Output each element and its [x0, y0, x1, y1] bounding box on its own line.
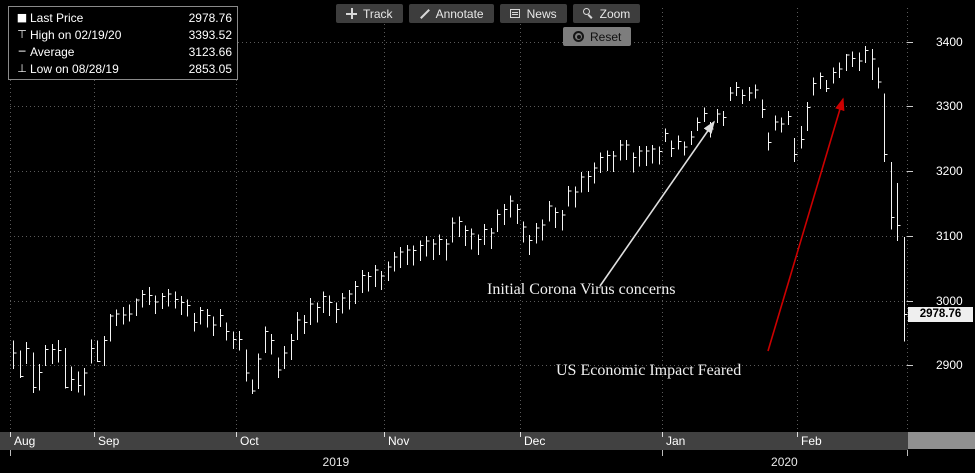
toolbar-button-label: Annotate: [435, 6, 484, 21]
toolbar-button-label: Track: [363, 6, 393, 21]
month-tick: [662, 432, 663, 437]
legend-value: 3123.66: [188, 44, 232, 59]
reset-icon: [573, 31, 584, 42]
annotate-icon: [419, 8, 430, 19]
legend-row: ─ Average 3123.66: [14, 43, 232, 60]
month-tick: [236, 432, 237, 437]
low-marker: ⊥: [17, 62, 27, 75]
annotation-arrows: [599, 97, 845, 352]
y-axis-label: 3000: [936, 293, 963, 308]
month-tick: [797, 432, 798, 437]
grid: [10, 8, 908, 430]
toolbar-zoom-button[interactable]: Zoom: [572, 4, 641, 23]
legend-row: ⊤ High on 02/19/20 3393.52: [14, 26, 232, 43]
year-label: 2019: [322, 455, 350, 469]
year-tick: [662, 450, 663, 456]
y-axis-label: 3400: [936, 34, 963, 49]
toolbar-track-button[interactable]: Track: [336, 4, 403, 23]
reset-button[interactable]: Reset: [563, 27, 632, 46]
month-label: Feb: [801, 434, 822, 448]
x-axis-month-strip: Aug Sep Oct Nov Dec Jan Feb: [0, 432, 908, 450]
legend-value: 2853.05: [188, 61, 232, 76]
high-marker: ⊤: [17, 28, 27, 41]
last-price-marker: ■: [16, 11, 28, 24]
average-marker: ─: [18, 45, 26, 58]
y-axis-label: 2900: [936, 358, 963, 373]
last-price-badge: 2978.76: [908, 306, 973, 322]
zoom-icon: [582, 8, 594, 19]
month-tick: [520, 432, 521, 437]
axis-corner-block: [908, 432, 975, 449]
legend-label: Last Price: [30, 10, 84, 25]
x-axis-year-strip: 2019 2020: [0, 450, 908, 473]
y-axis-label: 3300: [936, 99, 963, 114]
toolbar-annotate-button[interactable]: Annotate: [408, 4, 494, 23]
month-label: Aug: [14, 434, 36, 448]
y-axis-label: 3200: [936, 164, 963, 179]
year-tick: [10, 450, 11, 456]
price-bars: [13, 45, 908, 396]
legend-label: High on 02/19/20: [30, 27, 122, 42]
news-icon: [509, 8, 521, 19]
month-tick: [384, 432, 385, 437]
month-label: Sep: [98, 434, 120, 448]
legend-label: Low on 08/28/19: [30, 61, 119, 76]
legend-value: 2978.76: [188, 10, 232, 25]
legend-row: ■ Last Price 2978.76: [14, 9, 232, 26]
toolbar-button-label: News: [526, 6, 557, 21]
legend-row: ⊥ Low on 08/28/19 2853.05: [14, 60, 232, 77]
month-label: Nov: [388, 434, 410, 448]
toolbar-button-label: Zoom: [599, 6, 631, 21]
y-axis-ticks: [907, 42, 913, 366]
chart-legend: ■ Last Price 2978.76 ⊤ High on 02/19/20 3393.…: [8, 6, 238, 80]
month-tick: [10, 432, 11, 437]
month-label: Oct: [240, 434, 259, 448]
reset-label: Reset: [590, 29, 622, 44]
chart-toolbar: Track Annotate News Zoom: [336, 4, 641, 23]
year-tick: [907, 450, 908, 456]
toolbar-news-button[interactable]: News: [499, 4, 567, 23]
y-axis-label: 3100: [936, 228, 963, 243]
year-label: 2020: [771, 455, 798, 469]
month-tick: [94, 432, 95, 437]
legend-label: Average: [30, 44, 75, 59]
legend-value: 3393.52: [188, 27, 232, 42]
track-icon: [346, 8, 357, 19]
month-label: Jan: [666, 434, 686, 448]
month-label: Dec: [524, 434, 546, 448]
